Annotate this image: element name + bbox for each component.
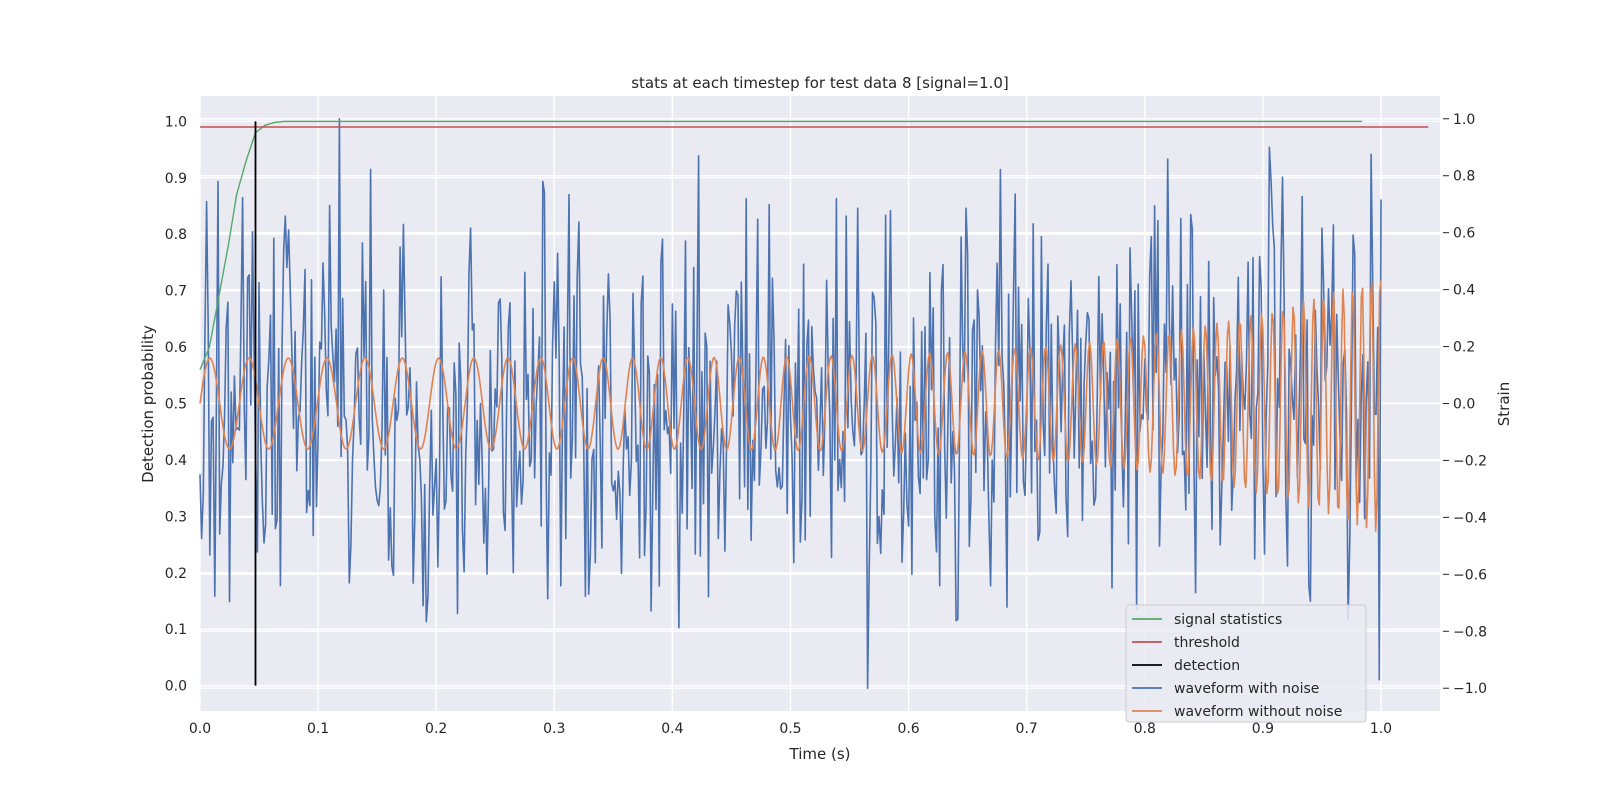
y-tick-label: 0.0: [165, 679, 187, 695]
x-tick-label: 0.5: [779, 721, 801, 737]
series-line-waveform-with-noise: [199, 118, 1382, 689]
y2-axis-label: Strain: [1495, 382, 1513, 426]
series-line-signal-statistics: [199, 120, 1363, 370]
y-tick-label: 0.6: [165, 340, 187, 356]
x-tick-label: 0.8: [1134, 721, 1156, 737]
x-tick-label: 0.9: [1252, 721, 1274, 737]
legend-box: [1125, 604, 1367, 723]
y2-tick-label: −0.6: [1453, 567, 1487, 583]
x-tick-label: 0.6: [897, 721, 919, 737]
x-tick-label: 1.0: [1370, 721, 1392, 737]
legend-label: waveform with noise: [1174, 681, 1319, 697]
x-tick-label: 0.1: [307, 721, 329, 737]
series-line-waveform-without-noise: [199, 280, 1382, 532]
legend-label: signal statistics: [1174, 612, 1282, 628]
x-tick-label: 0.7: [1016, 721, 1038, 737]
y-tick-label: 0.4: [165, 453, 187, 469]
y-tick-label: 1.0: [165, 114, 187, 130]
x-axis-label: Time (s): [789, 745, 851, 763]
y2-tick-label: −1.0: [1453, 681, 1487, 697]
y-tick-label: 0.7: [165, 284, 187, 300]
y2-tick-label: −0.4: [1453, 510, 1487, 526]
y-tick-label: 0.5: [165, 397, 187, 413]
y2-tick-label: −0.2: [1453, 453, 1487, 469]
x-tick-label: 0.3: [543, 721, 565, 737]
y2-tick-label: 0.8: [1453, 169, 1475, 185]
legend-label: threshold: [1174, 635, 1240, 651]
y2-tick-label: 0.4: [1453, 283, 1475, 299]
legend-label: detection: [1174, 658, 1240, 674]
y-tick-label: 0.2: [165, 566, 187, 582]
y2-tick-label: 1.0: [1453, 112, 1475, 128]
y-tick-label: 0.1: [165, 622, 187, 638]
series-layer: [199, 118, 1429, 689]
y-tick-label: 0.9: [165, 171, 187, 187]
chart-title: stats at each timestep for test data 8 […: [631, 74, 1009, 92]
y2-tick-label: 0.2: [1453, 340, 1475, 356]
axes-layer: 0.0 0.1 0.2 0.3 0.4 0.5 0.6 0.7 0.8 0.9 1.0 0.0 0.1 0…: [165, 112, 1487, 737]
x-tick-label: 0.2: [425, 721, 447, 737]
y-tick-label: 0.8: [165, 227, 187, 243]
y2-tick-label: 0.6: [1453, 226, 1475, 242]
x-tick-label: 0.4: [661, 721, 683, 737]
legend-label: waveform without noise: [1174, 704, 1342, 720]
y-axis-label: Detection probability: [139, 325, 157, 483]
legend: signal statistics threshold detection wavef…: [1125, 604, 1367, 723]
y2-tick-label: −0.8: [1453, 624, 1487, 640]
y-tick-label: 0.3: [165, 509, 187, 525]
x-tick-label: 0.0: [189, 721, 211, 737]
y2-tick-label: 0.0: [1453, 397, 1475, 413]
